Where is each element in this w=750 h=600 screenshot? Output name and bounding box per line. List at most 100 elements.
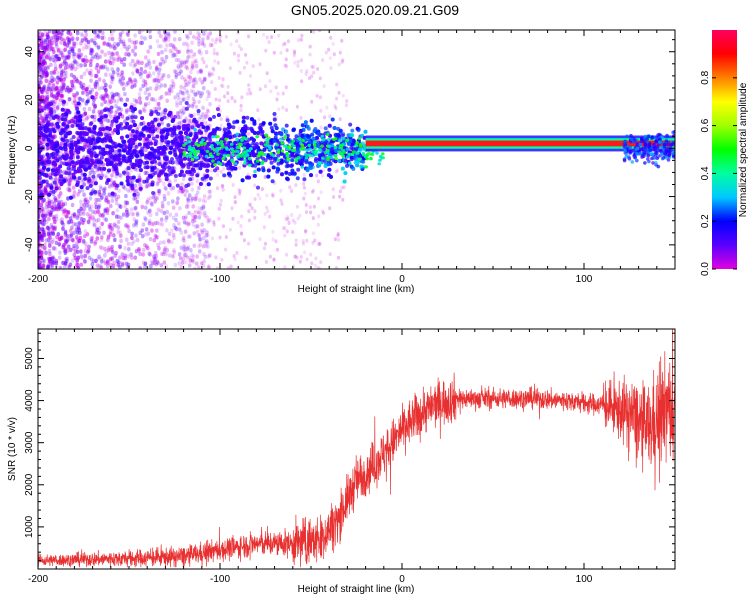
spectrogram-cell — [196, 210, 200, 215]
spectrogram-cell — [245, 60, 249, 65]
spectrogram-cell — [131, 141, 135, 146]
spectrogram-cell — [246, 137, 251, 142]
spectrogram-cell — [118, 204, 123, 209]
spectrogram-cell — [270, 129, 275, 134]
spectrogram-cell — [57, 186, 62, 191]
spectrogram-cell — [84, 197, 88, 202]
spectrogram-cell — [41, 244, 45, 250]
spectrogram-cell — [196, 190, 200, 195]
spectrogram-cell — [144, 179, 149, 184]
spectrogram-cell — [70, 237, 75, 243]
spectrogram-cell — [72, 41, 76, 46]
spectrogram-cell — [147, 251, 152, 256]
spectrogram-cell — [70, 48, 75, 53]
spectrogram-cell — [45, 225, 50, 230]
spectrogram-cell — [162, 249, 167, 254]
spectrogram-cell — [64, 239, 69, 245]
spectrogram-cell — [331, 42, 335, 46]
spectrogram-cell — [271, 229, 275, 234]
spectrogram-cell — [177, 125, 182, 130]
spectrogram-cell — [187, 79, 192, 85]
spectrogram-cell — [72, 212, 77, 217]
spectrogram-cell — [118, 264, 122, 269]
spectrogram-cell — [152, 59, 156, 65]
spectrogram-cell — [181, 256, 186, 262]
spectrogram-cell — [284, 85, 288, 90]
spectrogram-cell — [132, 63, 136, 69]
spectrogram-cell — [38, 79, 41, 85]
spectrogram-cell — [92, 117, 97, 123]
spectrogram-cell — [200, 176, 205, 181]
spectrogram-cell — [92, 145, 97, 150]
spectrogram-cell — [96, 197, 100, 203]
spectrogram-cell — [160, 134, 164, 139]
spectrogram-cell — [115, 99, 119, 105]
spectrogram-cell — [206, 35, 210, 41]
spectrogram-cell — [89, 38, 94, 43]
spectrogram-cell — [92, 130, 97, 135]
spectrogram-cell — [266, 209, 270, 214]
spectrogram-cell — [66, 220, 71, 225]
spectrogram-cell — [106, 263, 110, 269]
spectrogram-cell — [178, 115, 183, 120]
spectrogram-cell — [38, 149, 41, 154]
spectrogram-cell — [206, 114, 210, 119]
spectrogram-cell — [93, 104, 98, 109]
spectrogram-cell — [294, 242, 298, 247]
spectrogram-cell — [184, 184, 189, 188]
spectrogram-cell — [197, 232, 201, 237]
spectrogram-cell — [312, 70, 316, 75]
spectrogram-cell — [160, 121, 164, 126]
spectrogram-cell — [106, 118, 110, 123]
spectrogram-cell — [42, 221, 46, 226]
spectrogram-cell — [92, 217, 96, 222]
spectrogram-cell — [170, 157, 174, 162]
spectrogram-cell — [75, 31, 80, 36]
spectrogram-cell — [80, 98, 85, 103]
spectrogram-cell — [48, 212, 53, 217]
spectrogram-cell — [156, 168, 160, 173]
spectrogram-cell — [89, 239, 94, 244]
spectrogram-cell — [94, 218, 99, 223]
spectrogram-cell — [97, 189, 102, 195]
spectrogram-cell — [135, 167, 140, 173]
spectrogram-cell — [195, 261, 199, 266]
spectrogram-cell — [192, 259, 196, 265]
spectrogram-cell — [110, 32, 114, 37]
spectrogram-cell — [57, 102, 61, 107]
spectrogram-cell — [91, 215, 95, 220]
spectrogram-cell — [342, 185, 346, 190]
spectrogram-cell — [121, 255, 126, 261]
spectrogram-cell — [229, 264, 233, 269]
spectrogram-cell — [190, 125, 195, 130]
spectrogram-cell — [318, 76, 322, 81]
spectrogram-cell — [190, 196, 195, 201]
spectrogram-cell — [61, 211, 66, 217]
spectrogram-cell — [155, 134, 160, 139]
spectrogram-cell — [69, 79, 74, 85]
spectrogram-cell — [86, 219, 91, 224]
spectrogram-cell — [126, 51, 131, 57]
spectrogram-cell — [83, 259, 87, 264]
spectrogram-cell — [110, 96, 115, 101]
spectrogram-cell — [100, 102, 104, 107]
spectrogram-cell — [99, 94, 103, 99]
spectrogram-cell — [147, 134, 152, 139]
spectrogram-cell — [179, 108, 183, 114]
spectrogram-cell — [285, 252, 289, 257]
spectrogram-cell — [46, 208, 50, 213]
spectrogram-cell — [302, 177, 307, 182]
spectrogram-cell — [116, 262, 121, 268]
spectrogram-cell — [123, 91, 127, 97]
spectrogram-cell — [130, 235, 134, 240]
spectrogram-cell — [79, 52, 84, 57]
spectrogram-cell — [43, 88, 47, 93]
spectrogram-cell — [152, 222, 156, 227]
spectrogram-cell — [174, 74, 178, 80]
spectrogram-cell — [201, 85, 206, 91]
spectrogram-cell — [83, 198, 87, 203]
spectrogram-cell — [175, 200, 179, 205]
spectrogram-cell — [59, 174, 63, 179]
spectrogram-cell — [110, 198, 115, 203]
spectrogram-cell — [160, 138, 165, 143]
